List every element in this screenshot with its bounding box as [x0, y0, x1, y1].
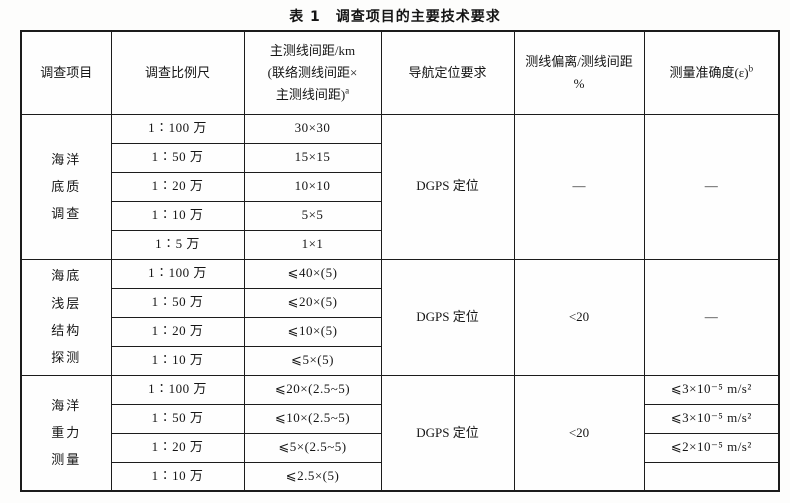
footnote-a-marker: a [345, 85, 350, 96]
accuracy-cell [643, 461, 780, 492]
table-row: 1∶10 万 ⩽2.5×(5) [21, 461, 780, 492]
scale-cell: 1∶50 万 [110, 287, 245, 318]
header-line-spacing-line3: 主测线间距)a [275, 85, 350, 102]
spacing-cell: 5×5 [243, 200, 382, 231]
scale-cell: 1∶10 万 [110, 200, 245, 231]
survey-item-marine-gravity: 海洋 重力 测量 [20, 374, 112, 492]
header-line-spacing-line1: 主测线间距/km [269, 42, 356, 58]
header-survey-scale: 调查比例尺 [110, 30, 245, 115]
scale-cell: 1∶20 万 [110, 316, 245, 347]
table-row: 海底 浅层 结构 探测 1∶100 万 ⩽40×(5) DGPS 定位 <20 … [20, 258, 780, 376]
spacing-cell: ⩽40×(5) [243, 258, 382, 289]
scale-cell: 1∶10 万 [110, 345, 245, 376]
accuracy-cell: ⩽3×10⁻⁵ m/s² [643, 374, 780, 405]
table-row: 1∶50 万 ⩽10×(2.5~5) ⩽3×10⁻⁵ m/s² [21, 403, 780, 434]
table-row: 1∶50 万 ⩽20×(5) [21, 287, 779, 318]
header-survey-item: 调查项目 [20, 30, 112, 115]
scale-cell: 1∶100 万 [110, 258, 245, 289]
navigation-cell: DGPS 定位 [380, 113, 515, 260]
scale-cell: 1∶50 万 [110, 142, 245, 173]
survey-item-seabed-sediment: 海洋 底质 调查 [20, 113, 112, 260]
table-row: 1∶20 万 ⩽5×(2.5~5) ⩽2×10⁻⁵ m/s² [21, 432, 780, 463]
table-row: 1∶20 万 10×10 [21, 171, 779, 202]
table-row: 海洋 底质 调查 1∶100 万 30×30 DGPS 定位 — — [20, 113, 780, 260]
scale-cell: 1∶5 万 [110, 229, 245, 260]
spacing-cell: 15×15 [243, 142, 382, 173]
technical-requirements-table: 调查项目 调查比例尺 主测线间距/km (联络测线间距× 主测线间距)a 导航定… [20, 30, 780, 492]
scale-cell: 1∶20 万 [110, 432, 245, 463]
table-row: 1∶20 万 ⩽10×(5) [21, 316, 779, 347]
survey-item-shallow-structure: 海底 浅层 结构 探测 [20, 258, 112, 376]
spacing-cell: ⩽2.5×(5) [243, 461, 382, 492]
scale-cell: 1∶20 万 [110, 171, 245, 202]
table-title: 表 1 调查项目的主要技术要求 [289, 9, 501, 25]
table-row: 1∶50 万 15×15 [21, 142, 779, 173]
spacing-cell: 1×1 [243, 229, 382, 260]
header-line-spacing: 主测线间距/km (联络测线间距× 主测线间距)a [243, 30, 382, 115]
accuracy-cell: — [643, 258, 780, 376]
spacing-cell: ⩽5×(2.5~5) [243, 432, 382, 463]
scale-cell: 1∶100 万 [110, 374, 245, 405]
header-deviation-line2: % [573, 75, 585, 91]
accuracy-cell: ⩽2×10⁻⁵ m/s² [643, 432, 780, 463]
scale-cell: 1∶50 万 [110, 403, 245, 434]
spacing-cell: ⩽20×(5) [243, 287, 382, 318]
header-deviation: 测线偏离/测线间距 % [513, 30, 645, 115]
header-line-spacing-line2: (联络测线间距× [267, 64, 358, 80]
spacing-cell: 10×10 [243, 171, 382, 202]
header-accuracy: 测量准确度(ε)b [643, 30, 780, 115]
header-row: 调查项目 调查比例尺 主测线间距/km (联络测线间距× 主测线间距)a 导航定… [20, 30, 780, 115]
spacing-cell: ⩽10×(5) [243, 316, 382, 347]
deviation-cell: <20 [513, 258, 645, 376]
deviation-cell: <20 [513, 374, 645, 492]
accuracy-cell: ⩽3×10⁻⁵ m/s² [643, 403, 780, 434]
header-deviation-line1: 测线偏离/测线间距 [525, 53, 633, 69]
scale-cell: 1∶10 万 [110, 461, 245, 492]
table-row: 1∶5 万 1×1 [21, 229, 779, 260]
navigation-cell: DGPS 定位 [380, 258, 515, 376]
footnote-b-marker: b [748, 63, 754, 74]
table-row: 海洋 重力 测量 1∶100 万 ⩽20×(2.5~5) DGPS 定位 <20… [20, 374, 780, 492]
table-row: 1∶10 万 ⩽5×(5) [21, 345, 779, 376]
scale-cell: 1∶100 万 [110, 113, 245, 144]
spacing-cell: ⩽5×(5) [243, 345, 382, 376]
spacing-cell: ⩽20×(2.5~5) [243, 374, 382, 405]
accuracy-cell: — [643, 113, 780, 260]
table-row: 1∶10 万 5×5 [21, 200, 779, 231]
navigation-cell: DGPS 定位 [380, 374, 515, 492]
spacing-cell: ⩽10×(2.5~5) [243, 403, 382, 434]
spacing-cell: 30×30 [243, 113, 382, 144]
header-navigation: 导航定位要求 [380, 30, 515, 115]
deviation-cell: — [513, 113, 645, 260]
